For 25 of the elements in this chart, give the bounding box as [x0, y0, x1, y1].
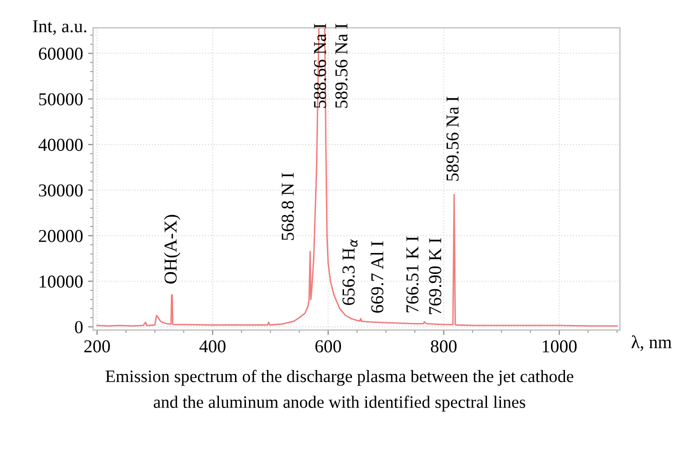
annotation: 588.66 Na I	[314, 24, 326, 108]
y-axis-title: Int, a.u.	[32, 20, 86, 35]
y-tick-label: 10000	[40, 276, 83, 288]
y-tick-label: 30000	[39, 184, 83, 197]
x-tick-label: 1000	[542, 340, 577, 352]
x-tick-label: 600	[315, 340, 342, 352]
annotation: 669.7 Al I	[370, 241, 384, 313]
y-tick-label: 40000	[38, 138, 83, 151]
y-tick-label: 50000	[39, 93, 83, 106]
x-axis-title: λ, nm	[632, 335, 672, 351]
line-series	[96, 28, 618, 327]
annotation: 769.90 K I	[429, 238, 442, 314]
text: Emission spectrum of the discharge plasma between the jet cathode and the aluminum anode with identified spectral lines	[106, 370, 574, 412]
x-tick-label: 800	[430, 340, 457, 352]
annotation: 589.56 Na I	[335, 24, 348, 108]
annotation: 589.56 Na I	[446, 96, 459, 181]
y-tick-label: 0	[74, 321, 83, 334]
y-tick-label: 20000	[38, 230, 83, 242]
x-tick-label: 400	[199, 340, 226, 352]
annotation: 656.3 H$_{α}$	[342, 239, 358, 305]
annotation: OH(A-X)	[164, 214, 180, 284]
annotation: 766.51 K I	[406, 236, 419, 312]
x-tick-label: 200	[84, 340, 110, 352]
y-tick-label: 60000	[38, 48, 83, 60]
annotation: 568.8 N I	[282, 172, 294, 240]
